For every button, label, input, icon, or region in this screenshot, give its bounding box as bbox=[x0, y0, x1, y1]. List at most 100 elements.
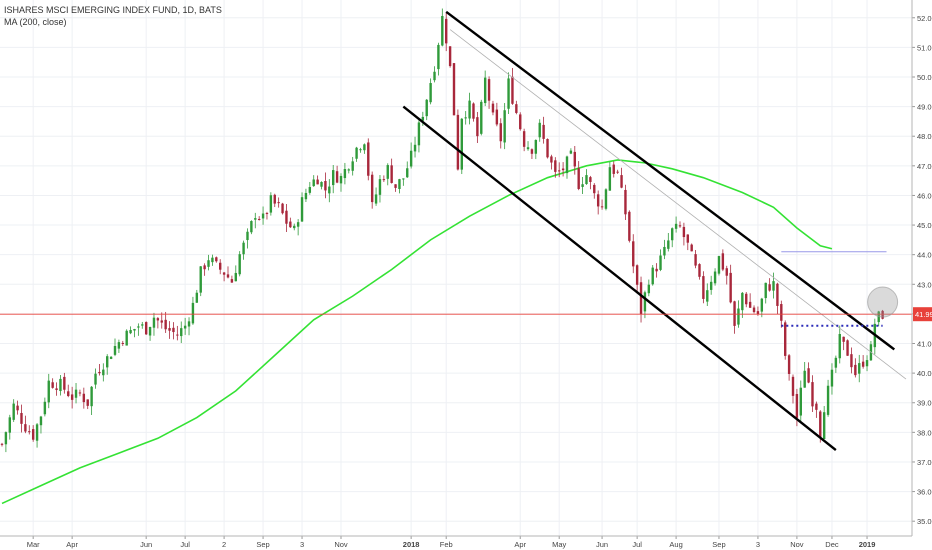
candle-body bbox=[402, 178, 405, 180]
x-tick-label: Dec bbox=[825, 540, 839, 549]
candle bbox=[476, 111, 479, 144]
candle bbox=[503, 103, 506, 150]
candle bbox=[94, 368, 97, 389]
candle-body bbox=[257, 218, 261, 220]
candle bbox=[168, 321, 171, 339]
breakout-highlight-circle bbox=[867, 286, 899, 318]
candle-body bbox=[0, 443, 4, 445]
candle-body bbox=[374, 194, 378, 204]
candle-body bbox=[815, 403, 818, 410]
candle bbox=[363, 143, 366, 154]
last-price-badge-bg bbox=[913, 307, 932, 322]
candle bbox=[359, 147, 362, 153]
candle bbox=[546, 138, 549, 159]
candle-body bbox=[616, 171, 619, 173]
candle bbox=[858, 354, 861, 383]
candle bbox=[324, 172, 327, 199]
candle-body bbox=[850, 354, 853, 368]
plot-background bbox=[0, 0, 912, 536]
candle-body bbox=[764, 282, 767, 299]
candle-body bbox=[226, 274, 230, 278]
candle-body bbox=[417, 122, 421, 146]
candle-body bbox=[304, 192, 308, 200]
candle bbox=[0, 442, 4, 447]
candle bbox=[807, 362, 810, 384]
candle bbox=[156, 317, 160, 329]
candle-body bbox=[94, 373, 97, 385]
candle-body bbox=[168, 328, 171, 331]
candle-body bbox=[51, 382, 54, 388]
candle bbox=[468, 92, 471, 125]
candle bbox=[203, 263, 206, 276]
candle-body bbox=[585, 175, 588, 185]
candle-body bbox=[137, 326, 140, 328]
candle-body bbox=[733, 301, 736, 326]
candle bbox=[632, 234, 635, 274]
candle-body bbox=[47, 380, 50, 403]
candle-body bbox=[12, 403, 15, 420]
candle bbox=[647, 279, 651, 297]
candle bbox=[242, 240, 245, 260]
candle-body bbox=[187, 321, 191, 327]
candle bbox=[698, 263, 701, 280]
candle-body bbox=[706, 290, 709, 302]
candle-body bbox=[838, 334, 841, 359]
candle-body bbox=[312, 179, 315, 187]
candle-body bbox=[881, 310, 884, 319]
candle-body bbox=[351, 161, 354, 171]
candle bbox=[355, 146, 358, 162]
candle-body bbox=[756, 311, 760, 315]
candle bbox=[441, 8, 444, 47]
candle bbox=[285, 204, 288, 232]
moving-average-layer bbox=[1, 159, 833, 505]
grid-lines bbox=[0, 0, 912, 536]
candle bbox=[608, 161, 612, 191]
candle bbox=[59, 375, 62, 396]
candle bbox=[4, 431, 8, 453]
candle-body bbox=[67, 391, 70, 397]
candle-body bbox=[819, 411, 822, 439]
candle bbox=[152, 312, 156, 336]
candle bbox=[382, 175, 386, 182]
candle bbox=[573, 146, 576, 175]
candle-body bbox=[791, 376, 795, 396]
candle-body bbox=[725, 268, 728, 276]
candle bbox=[90, 385, 93, 415]
candle-body bbox=[367, 142, 370, 176]
candle-body bbox=[495, 109, 499, 125]
candle bbox=[651, 265, 654, 286]
candle-body bbox=[846, 340, 849, 356]
x-tick-label: May bbox=[552, 540, 566, 549]
candle-body bbox=[483, 77, 487, 104]
candle-body bbox=[55, 388, 58, 391]
candle bbox=[635, 264, 639, 292]
candle bbox=[437, 42, 440, 76]
candle-body bbox=[211, 257, 214, 263]
candle bbox=[187, 317, 191, 336]
candle-body bbox=[507, 78, 510, 109]
candle-body bbox=[28, 431, 31, 433]
candle bbox=[729, 264, 732, 304]
candle-body bbox=[624, 189, 627, 215]
candle bbox=[328, 179, 331, 203]
candle bbox=[191, 296, 195, 325]
candle-body bbox=[238, 254, 241, 275]
candle bbox=[616, 169, 619, 174]
y-tick-label: 45.00 bbox=[917, 221, 932, 230]
candle-body bbox=[721, 253, 725, 270]
candle-body bbox=[456, 114, 460, 170]
candle bbox=[78, 389, 82, 397]
candle-body bbox=[176, 334, 179, 336]
candle-body bbox=[293, 225, 296, 229]
candle bbox=[596, 190, 600, 215]
candle bbox=[822, 406, 826, 440]
candle-body bbox=[448, 46, 452, 67]
candle-body bbox=[686, 234, 689, 243]
candle bbox=[261, 206, 265, 225]
candle-body bbox=[561, 168, 565, 171]
candle-body bbox=[246, 231, 249, 241]
time-axis[interactable]: Mar Apr Jun Jul 2 Sep 3 Nov 2018 Feb Apr May Jun Jul A… bbox=[0, 535, 912, 549]
candle-body bbox=[807, 368, 810, 383]
price-axis[interactable]: 35.0036.0037.0038.0039.0040.0041.0042.00… bbox=[911, 0, 932, 536]
